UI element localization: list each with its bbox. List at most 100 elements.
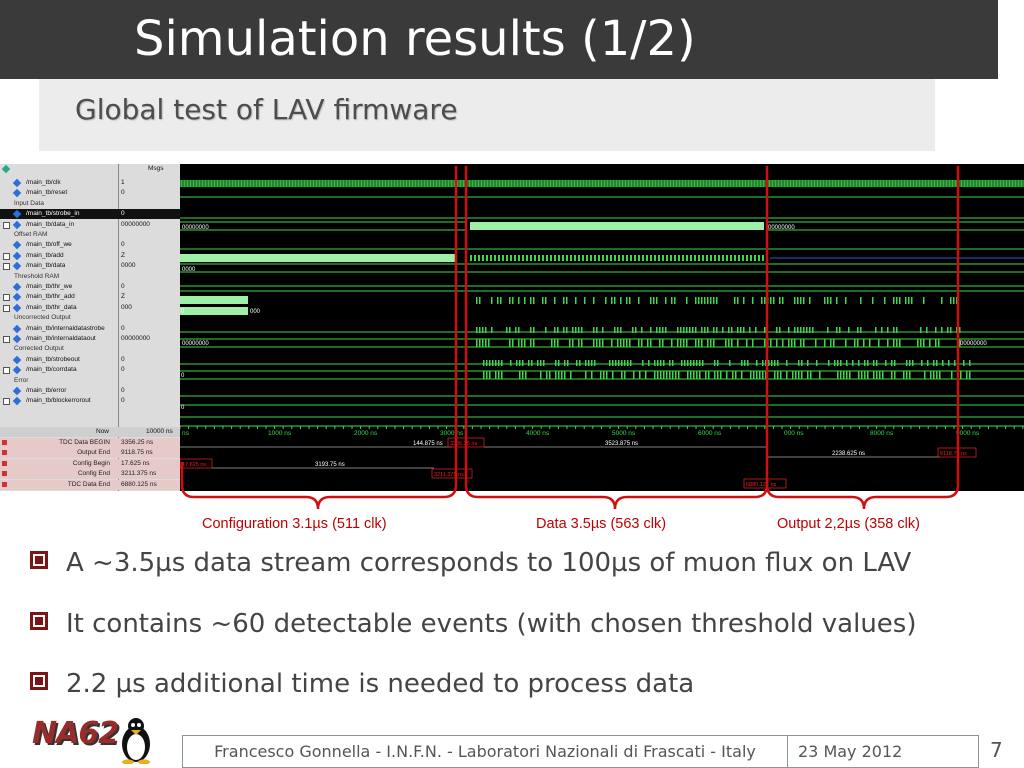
cursor-delta: 3523.875 ns: [605, 441, 638, 447]
signal-group-header[interactable]: Input Data: [0, 199, 180, 209]
annotation-overlay: [180, 166, 960, 510]
signal-row[interactable]: /main_tb/data_in 00000000: [0, 220, 180, 230]
subtitle-bar: Global test of LAV firmware: [39, 79, 935, 151]
square-bullet-icon: [30, 551, 48, 569]
slide-subtitle: Global test of LAV firmware: [75, 93, 458, 126]
cursor-tag: 3211.375 ns: [434, 472, 464, 478]
expand-icon[interactable]: [3, 263, 10, 271]
signal-group-header[interactable]: Uncorrected Output: [0, 313, 180, 323]
signal-row[interactable]: /main_tb/corrdata 0: [0, 365, 180, 375]
signal-row[interactable]: /main_tb/strobe_in 0: [0, 209, 180, 220]
signal-name: /main_tb/thr_data: [26, 303, 77, 311]
signal-value: Z: [121, 251, 125, 259]
cursor-delta: 2238.625 ns: [832, 451, 865, 457]
expand-icon[interactable]: [3, 252, 10, 260]
signal-row[interactable]: /main_tb/clk 1: [0, 178, 180, 188]
bus-label: 00000000: [768, 225, 795, 231]
signal-value: 00000000: [121, 335, 150, 342]
cursor-row[interactable]: Config End 3211.375 ns: [0, 469, 180, 480]
now-label: Now: [96, 428, 110, 435]
expand-icon[interactable]: [3, 304, 10, 312]
signal-row[interactable]: /main_tb/thr_add Z: [0, 292, 180, 302]
bullet-item: It contains ~60 detectable events (with …: [30, 609, 917, 639]
signal-value: 1: [121, 179, 125, 186]
signal-row[interactable]: /main_tb/add Z: [0, 251, 180, 261]
signal-value: 0: [121, 210, 125, 218]
signal-name: Threshold RAM: [14, 272, 60, 280]
bus-label: 0000: [182, 267, 196, 273]
now-value: 10000 ns: [146, 428, 173, 435]
time-tick-label: 8000 ns: [870, 430, 894, 437]
signal-row[interactable]: /main_tb/internaldatastrobe 0: [0, 324, 180, 334]
cursor-row[interactable]: Config Begin 17.625 ns: [0, 458, 180, 469]
expand-icon[interactable]: [3, 367, 10, 375]
signal-value: 000: [121, 303, 132, 311]
signal-name: /main_tb/data: [26, 262, 66, 270]
signal-name: Corrected Output: [14, 345, 64, 353]
lock-icon[interactable]: [2, 460, 7, 466]
waveform-area: 00000000 00000000 0000 0 000 00000000 00…: [180, 180, 1024, 489]
lock-icon[interactable]: [2, 440, 7, 445]
cursor-value: 3356.25 ns: [121, 439, 154, 446]
signal-value: 0: [121, 366, 125, 374]
signal-row[interactable]: /main_tb/strobeout 0: [0, 355, 180, 365]
lock-icon[interactable]: [2, 471, 7, 477]
signal-row[interactable]: /main_tb/reset 0: [0, 188, 180, 198]
signal-panel: Msgs /main_tb/clk 1/main_tb/reset 0 Input D…: [0, 164, 180, 491]
bus-label: 00000000: [182, 225, 209, 231]
bus-label: 00000000: [182, 341, 209, 347]
signal-name: /main_tb/reset: [26, 189, 68, 197]
bus-label: 0: [181, 309, 185, 315]
signal-value: 00000000: [121, 220, 150, 228]
bullet-item: A ~3.5µs data stream corresponds to 100µ…: [30, 548, 911, 578]
signal-group-header[interactable]: Threshold RAM: [0, 272, 180, 282]
signal-name: /main_tb/internaldataout: [26, 335, 96, 342]
lock-icon[interactable]: [2, 450, 7, 456]
signal-row[interactable]: /main_tb/off_we 0: [0, 240, 180, 250]
square-bullet-icon: [30, 612, 48, 630]
cursor-tag: 6880.125 ns: [746, 482, 777, 488]
signal-row[interactable]: /main_tb/blockerrorout 0: [0, 396, 180, 406]
expand-icon[interactable]: [3, 398, 10, 406]
cursor-row[interactable]: Output End 9118.75 ns: [0, 448, 180, 459]
signal-row[interactable]: /main_tb/data 0000: [0, 261, 180, 271]
time-tick-label: 1000 ns: [268, 430, 292, 437]
lock-icon[interactable]: [2, 481, 7, 487]
cursor-name: TDC Data BEGIN: [59, 439, 110, 446]
cursor-value: 17.625 ns: [121, 459, 150, 467]
footer-date: 23 May 2012: [798, 742, 903, 761]
title-bar: Simulation results (1/2): [0, 0, 998, 79]
signal-value: 0: [121, 241, 125, 249]
time-tick-label: 9000 ns: [956, 430, 980, 437]
signal-row[interactable]: /main_tb/thr_data 000: [0, 303, 180, 313]
expand-icon[interactable]: [3, 294, 10, 302]
signal-value: 0: [121, 387, 125, 394]
cursor-value: 6880.125 ns: [121, 480, 157, 488]
signal-name: /main_tb/clk: [26, 179, 61, 186]
bus-label: 0: [181, 405, 185, 411]
signal-name: /main_tb/strobe_in: [26, 210, 80, 218]
footer-author: Francesco Gonnella - I.N.F.N. - Laborato…: [183, 736, 788, 767]
signal-group-header[interactable]: Corrected Output: [0, 344, 180, 354]
expand-icon[interactable]: [3, 221, 10, 229]
signal-row[interactable]: /main_tb/thr_we 0: [0, 282, 180, 292]
signal-name: Uncorrected Output: [14, 314, 71, 322]
signal-value: Z: [121, 293, 125, 301]
signal-group-header[interactable]: Offset RAM: [0, 230, 180, 240]
cursor-row[interactable]: TDC Data BEGIN 3356.25 ns: [0, 438, 180, 448]
signal-name: /main_tb/internaldatastrobe: [26, 324, 105, 332]
cursor-row[interactable]: TDC Data End 6880.125 ns: [0, 479, 180, 490]
signal-row[interactable]: /main_tb/internaldataout 00000000: [0, 334, 180, 344]
time-tick-label: 2000 ns: [354, 430, 378, 437]
footer: Francesco Gonnella - I.N.F.N. - Laborato…: [182, 735, 979, 768]
signal-group-header[interactable]: Error: [0, 376, 180, 386]
expand-icon[interactable]: [3, 336, 10, 343]
annotation-data: Data 3.5µs (563 clk): [536, 516, 667, 532]
signal-value: 0000: [121, 262, 136, 270]
time-tick-label: 3000 ns: [440, 430, 464, 437]
slide-title: Simulation results (1/2): [134, 11, 696, 67]
bullet-item: 2.2 µs additional time is needed to proc…: [30, 669, 694, 699]
signal-row[interactable]: /main_tb/error 0: [0, 386, 180, 396]
cursor-name: Output End: [77, 449, 110, 457]
cursor-name: Config End: [77, 470, 110, 478]
